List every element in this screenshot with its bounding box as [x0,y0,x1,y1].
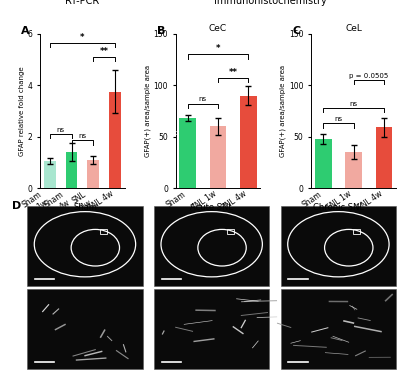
Text: RT-PCR: RT-PCR [65,0,100,6]
Title: CeL: CeL [345,24,362,33]
Title: CeC: CeC [209,24,227,33]
Bar [353,229,360,235]
Text: CeC: CeC [167,131,179,136]
Bar [281,289,396,369]
Bar [376,127,392,188]
Y-axis label: GFAP(+) area/sample area: GFAP(+) area/sample area [280,65,286,157]
Bar [44,161,56,188]
Bar [109,92,121,188]
Bar [240,96,256,188]
Text: CeL: CeL [126,89,137,94]
Text: CeM: CeM [56,121,68,126]
Text: *: * [80,33,85,42]
Bar [281,206,396,286]
Text: ns: ns [350,101,358,107]
Bar [27,289,142,369]
Text: Chronic SNL: Chronic SNL [313,203,364,212]
Bar [210,126,226,188]
Y-axis label: GFAP(+) area/sample area: GFAP(+) area/sample area [144,65,151,157]
Bar [66,152,78,188]
Text: A: A [21,26,30,36]
Text: p = 0.0505: p = 0.0505 [349,73,388,79]
Text: D: D [12,201,21,211]
Text: Acute SNL: Acute SNL [190,203,233,212]
Bar [100,229,107,235]
Text: **: ** [100,47,108,56]
Bar [154,289,269,369]
Text: Immunohistochemistry: Immunohistochemistry [214,0,327,6]
Bar [227,229,234,235]
Text: ns: ns [334,116,342,122]
Bar [27,206,142,286]
Text: B: B [157,26,165,36]
Text: ns: ns [199,97,207,103]
Bar [180,118,196,188]
Text: ns: ns [78,133,86,139]
Y-axis label: GFAP relative fold change: GFAP relative fold change [19,66,25,156]
Text: **: ** [229,68,238,77]
Bar [87,160,99,188]
Bar [315,139,332,188]
Bar [154,206,269,286]
Bar [345,152,362,188]
Text: Sham: Sham [73,203,97,212]
Text: ns: ns [57,127,65,133]
Text: *: * [216,44,220,53]
Text: C: C [292,26,301,36]
